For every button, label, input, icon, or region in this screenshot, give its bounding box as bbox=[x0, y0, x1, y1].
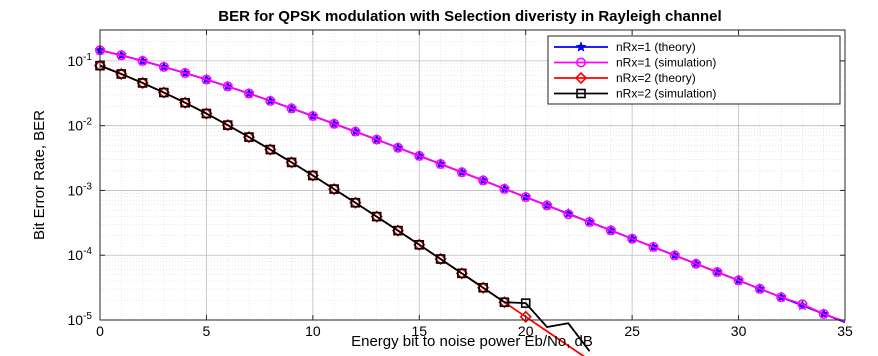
data-point bbox=[733, 275, 744, 286]
data-point bbox=[201, 74, 212, 85]
series-layer bbox=[93, 44, 846, 356]
data-point bbox=[414, 150, 425, 161]
data-point bbox=[499, 183, 510, 194]
legend-marker bbox=[574, 71, 588, 85]
data-point bbox=[754, 283, 765, 294]
y-axis-label: Bit Error Rate, BER bbox=[31, 110, 48, 240]
data-point bbox=[201, 108, 212, 119]
series-4 bbox=[95, 60, 591, 352]
data-point bbox=[435, 254, 446, 264]
x-tick-label: 0 bbox=[96, 323, 104, 339]
data-point bbox=[371, 211, 382, 222]
y-tick-label: 10-5 bbox=[68, 311, 93, 328]
data-point bbox=[797, 299, 808, 310]
x-tick-label: 30 bbox=[731, 323, 747, 339]
y-tick-label: 10-3 bbox=[68, 181, 93, 198]
y-tick-label: 10-1 bbox=[68, 52, 93, 69]
data-point bbox=[329, 184, 339, 194]
data-point bbox=[478, 175, 489, 186]
data-point bbox=[308, 170, 318, 181]
data-point bbox=[520, 298, 531, 308]
legend-marker bbox=[576, 88, 586, 99]
data-point bbox=[329, 118, 340, 129]
legend-item-label: nRx=1 (theory) bbox=[616, 40, 696, 54]
data-point bbox=[265, 95, 276, 106]
legend-item-label: nRx=1 (simulation) bbox=[616, 56, 716, 70]
data-point bbox=[222, 120, 233, 130]
data-point bbox=[137, 55, 148, 66]
data-point bbox=[414, 239, 425, 250]
data-point bbox=[712, 267, 723, 278]
data-point bbox=[478, 282, 488, 293]
data-point bbox=[286, 157, 297, 168]
data-point bbox=[393, 225, 403, 236]
series-2 bbox=[95, 45, 846, 323]
data-point bbox=[584, 216, 595, 227]
x-tick-label: 35 bbox=[837, 323, 853, 339]
y-tick-label: 10-2 bbox=[68, 117, 93, 134]
x-axis-label: Energy bit to noise power Eb/No, dB bbox=[351, 333, 593, 350]
data-point bbox=[286, 103, 297, 114]
legend-item-label: nRx=2 (theory) bbox=[616, 71, 696, 85]
data-point bbox=[116, 50, 127, 61]
data-point bbox=[627, 233, 638, 244]
data-point bbox=[265, 144, 276, 155]
legend-item-label: nRx=2 (simulation) bbox=[616, 87, 716, 101]
data-point bbox=[307, 111, 318, 122]
data-point bbox=[350, 197, 361, 208]
data-point bbox=[435, 159, 446, 170]
x-tick-label: 25 bbox=[624, 323, 640, 339]
data-point bbox=[563, 209, 574, 220]
data-point bbox=[350, 126, 361, 137]
data-point bbox=[776, 292, 787, 303]
legend: nRx=1 (theory) nRx=1 (simulation)nRx=2 (t… bbox=[547, 35, 841, 105]
data-point bbox=[158, 61, 169, 72]
chart-title: BER for QPSK modulation with Selection d… bbox=[218, 8, 721, 25]
legend-marker bbox=[575, 57, 586, 68]
data-point bbox=[222, 81, 233, 92]
data-point bbox=[116, 69, 127, 79]
data-point bbox=[244, 88, 255, 99]
data-point bbox=[519, 310, 532, 323]
data-point bbox=[818, 308, 829, 319]
data-point bbox=[605, 225, 616, 236]
x-tick-label: 5 bbox=[203, 323, 211, 339]
data-point bbox=[180, 97, 190, 108]
data-point bbox=[457, 268, 467, 279]
data-point bbox=[520, 192, 531, 203]
data-point bbox=[456, 167, 467, 178]
x-tick-label: 15 bbox=[411, 323, 427, 339]
data-point bbox=[371, 134, 382, 145]
data-point bbox=[392, 142, 403, 153]
legend-marker bbox=[575, 41, 587, 52]
x-tick-label: 20 bbox=[518, 323, 534, 339]
data-point bbox=[180, 68, 191, 79]
ticks: 0 5 10 15 20 25 30 35 10-5 10-4 10-3 10-2 10-1 bbox=[68, 30, 853, 339]
data-point bbox=[499, 297, 510, 308]
data-point bbox=[690, 258, 701, 269]
plot-frame bbox=[99, 29, 846, 321]
data-point bbox=[137, 78, 148, 88]
data-point bbox=[159, 87, 169, 98]
data-point bbox=[244, 132, 254, 142]
data-point bbox=[541, 200, 552, 211]
data-point bbox=[648, 241, 659, 252]
y-tick-label: 10-4 bbox=[68, 246, 93, 263]
data-point bbox=[669, 250, 680, 261]
x-tick-label: 10 bbox=[305, 323, 321, 339]
